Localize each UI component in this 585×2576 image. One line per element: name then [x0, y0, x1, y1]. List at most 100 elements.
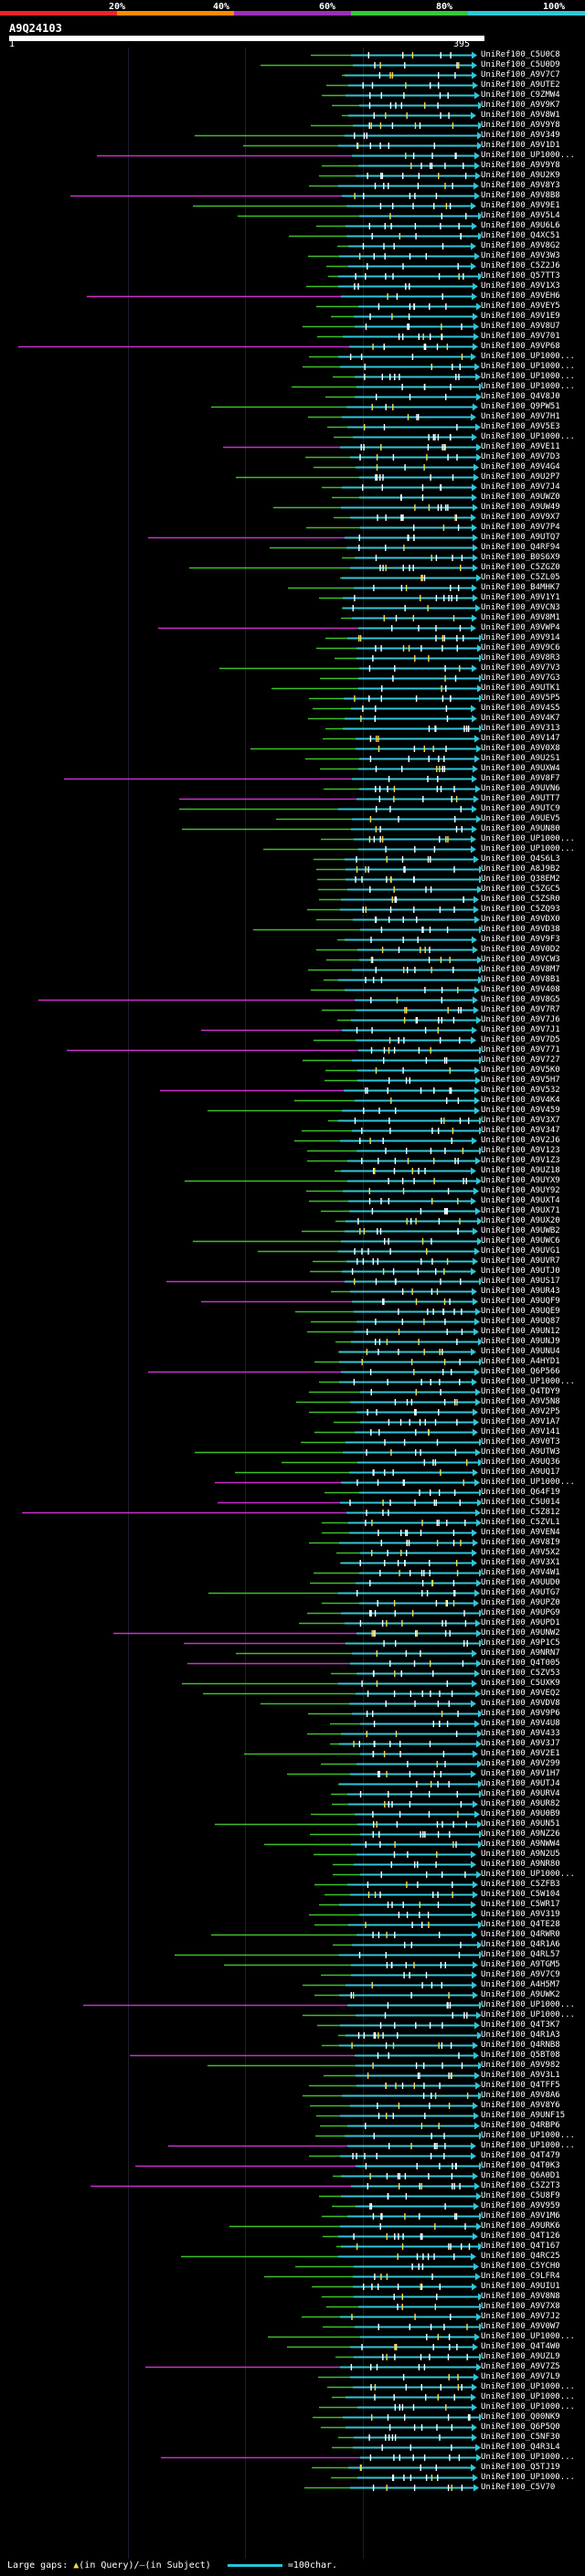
hit-label[interactable]: UniRef100_A9V1D1 — [481, 141, 560, 150]
hit-row[interactable]: UniRef100_UP1000... — [0, 1377, 585, 1387]
hit-row[interactable]: UniRef100_A9UWZ0 — [0, 493, 585, 503]
hit-label[interactable]: UniRef100_C9LFR4 — [481, 2272, 560, 2281]
hit-row[interactable]: UniRef100_A9V1M6 — [0, 2211, 585, 2221]
hit-row[interactable]: UniRef100_A9V7H1 — [0, 412, 585, 422]
hit-row[interactable]: UniRef100_Q5BT08 — [0, 2051, 585, 2061]
hit-label[interactable]: UniRef100_C5W104 — [481, 1890, 560, 1899]
hit-row[interactable]: UniRef100_A9UY92 — [0, 1186, 585, 1196]
hit-row[interactable]: UniRef100_A9V1Z3 — [0, 1156, 585, 1166]
hit-row[interactable]: UniRef100_Q4T479 — [0, 2151, 585, 2161]
hit-label[interactable]: UniRef100_Q4R3L4 — [481, 2443, 560, 2452]
hit-row[interactable]: UniRef100_Q4S6L3 — [0, 854, 585, 864]
hit-label[interactable]: UniRef100_A9V8F7 — [481, 774, 560, 783]
hit-row[interactable]: UniRef100_A9UPZ0 — [0, 1598, 585, 1608]
hit-row[interactable]: UniRef100_A9V8R3 — [0, 653, 585, 663]
hit-label[interactable]: UniRef100_Q38EM2 — [481, 875, 560, 884]
hit-row[interactable]: UniRef100_A9V9P6 — [0, 1709, 585, 1719]
hit-label[interactable]: UniRef100_A9U6L6 — [481, 221, 560, 230]
hit-label[interactable]: UniRef100_A9VEY5 — [481, 302, 560, 311]
hit-row[interactable]: UniRef100_A9VDX0 — [0, 915, 585, 925]
hit-label[interactable]: UniRef100_A9UVN6 — [481, 784, 560, 793]
hit-label[interactable]: UniRef100_A9V2J6 — [481, 1136, 560, 1145]
hit-label[interactable]: UniRef100_A9V0W7 — [481, 2322, 560, 2331]
hit-label[interactable]: UniRef100_Q4RL57 — [481, 1950, 560, 1959]
hit-row[interactable]: UniRef100_A9UTT7 — [0, 794, 585, 804]
hit-row[interactable]: UniRef100_A9V1X3 — [0, 281, 585, 292]
hit-label[interactable]: UniRef100_A9V8I9 — [481, 1538, 560, 1547]
hit-row[interactable]: UniRef100_A9V433 — [0, 1729, 585, 1739]
hit-row[interactable]: UniRef100_A9V7D3 — [0, 452, 585, 462]
hit-row[interactable]: UniRef100_Q38EM2 — [0, 875, 585, 885]
hit-row[interactable]: UniRef100_A9VCN3 — [0, 603, 585, 613]
hit-label[interactable]: UniRef100_A9UEV5 — [481, 814, 560, 823]
hit-row[interactable]: UniRef100_A9NZ26 — [0, 1829, 585, 1839]
hit-row[interactable]: UniRef100_A9V982 — [0, 2061, 585, 2071]
hit-row[interactable]: UniRef100_A9V5N8 — [0, 1397, 585, 1407]
hit-label[interactable]: UniRef100_A9N2U5 — [481, 1850, 560, 1859]
hit-row[interactable]: UniRef100_A9V9Y8 — [0, 161, 585, 171]
hit-label[interactable]: UniRef100_A9V701 — [481, 332, 560, 341]
hit-row[interactable]: UniRef100_A9V3J7 — [0, 1739, 585, 1749]
hit-label[interactable]: UniRef100_A9V1X3 — [481, 281, 560, 291]
hit-row[interactable]: UniRef100_A9UR82 — [0, 1799, 585, 1809]
hit-label[interactable]: UniRef100_Q6P566 — [481, 1367, 560, 1376]
hit-row[interactable]: UniRef100_Q57TT3 — [0, 271, 585, 281]
hit-row[interactable]: UniRef100_A9UPD1 — [0, 1618, 585, 1628]
hit-label[interactable]: UniRef100_B0S6X9 — [481, 553, 560, 562]
hit-row[interactable]: UniRef100_C5ZSR0 — [0, 895, 585, 905]
hit-row[interactable]: UniRef100_A9UVN6 — [0, 784, 585, 794]
hit-label[interactable]: UniRef100_A9V3W3 — [481, 251, 560, 260]
hit-row[interactable]: UniRef100_A4H5M7 — [0, 1980, 585, 1990]
hit-label[interactable]: UniRef100_C5YCH0 — [481, 2262, 560, 2271]
hit-label[interactable]: UniRef100_A9VCW3 — [481, 955, 560, 964]
hit-label[interactable]: UniRef100_Q4T479 — [481, 2151, 560, 2160]
hit-label[interactable]: UniRef100_A9V5E3 — [481, 422, 560, 431]
hit-label[interactable]: UniRef100_A9UQ87 — [481, 1317, 560, 1326]
hit-label[interactable]: UniRef100_UP1000... — [481, 352, 575, 361]
hit-label[interactable]: UniRef100_A9V5L4 — [481, 211, 560, 220]
hit-label[interactable]: UniRef100_A9UN80 — [481, 824, 560, 833]
hit-label[interactable]: UniRef100_A9V408 — [481, 985, 560, 994]
hit-label[interactable]: UniRef100_Q4T4W0 — [481, 2342, 560, 2351]
hit-row[interactable]: UniRef100_Q4XC51 — [0, 231, 585, 241]
hit-row[interactable]: UniRef100_A9UNW2 — [0, 1628, 585, 1638]
hit-label[interactable]: UniRef100_A9V771 — [481, 1045, 560, 1055]
hit-label[interactable]: UniRef100_A9V727 — [481, 1055, 560, 1065]
hit-row[interactable]: UniRef100_Q4RBP6 — [0, 2121, 585, 2131]
hit-row[interactable]: UniRef100_A9V313 — [0, 724, 585, 734]
hit-label[interactable]: UniRef100_A9V7Z5 — [481, 2362, 560, 2371]
hit-row[interactable]: UniRef100_A9VCW3 — [0, 955, 585, 965]
hit-label[interactable]: UniRef100_A9V7J4 — [481, 482, 560, 492]
hit-label[interactable]: UniRef100_A9V8M1 — [481, 613, 560, 622]
hit-label[interactable]: UniRef100_A9UQE9 — [481, 1307, 560, 1316]
hit-label[interactable]: UniRef100_A9V299 — [481, 1759, 560, 1768]
hit-label[interactable]: UniRef100_A9V141 — [481, 1427, 560, 1436]
hit-row[interactable]: UniRef100_A9UNU4 — [0, 1347, 585, 1357]
hit-row[interactable]: UniRef100_A4HYD1 — [0, 1357, 585, 1367]
hit-label[interactable]: UniRef100_A9V9P6 — [481, 1709, 560, 1718]
hit-row[interactable]: UniRef100_A9V7R7 — [0, 1005, 585, 1015]
hit-row[interactable]: UniRef100_Q4TDY9 — [0, 1387, 585, 1397]
hit-label[interactable]: UniRef100_A9UTJ4 — [481, 1779, 560, 1788]
hit-label[interactable]: UniRef100_Q4R1A3 — [481, 2030, 560, 2040]
hit-row[interactable]: UniRef100_A9V3X7 — [0, 1116, 585, 1126]
hit-label[interactable]: UniRef100_Q64F19 — [481, 1488, 560, 1497]
hit-label[interactable]: UniRef100_A9V8M7 — [481, 965, 560, 974]
hit-row[interactable]: UniRef100_A9UYX9 — [0, 1176, 585, 1186]
hit-row[interactable]: UniRef100_C5ZQ93 — [0, 905, 585, 915]
hit-label[interactable]: UniRef100_A9NR80 — [481, 1860, 560, 1869]
hit-label[interactable]: UniRef100_A9U2K9 — [481, 171, 560, 180]
hit-row[interactable]: UniRef100_C5ZVL1 — [0, 1518, 585, 1528]
hit-row[interactable]: UniRef100_A9V123 — [0, 1146, 585, 1156]
hit-label[interactable]: UniRef100_A9V3X7 — [481, 1116, 560, 1125]
hit-label[interactable]: UniRef100_Q4TE28 — [481, 1920, 560, 1929]
hit-row[interactable]: UniRef100_A9P1C5 — [0, 1638, 585, 1648]
hit-row[interactable]: UniRef100_A9URK6 — [0, 2221, 585, 2231]
hit-label[interactable]: UniRef100_B4MHK7 — [481, 583, 560, 592]
hit-row[interactable]: UniRef100_A9VEY5 — [0, 302, 585, 312]
hit-label[interactable]: UniRef100_A9US17 — [481, 1277, 560, 1286]
hit-row[interactable]: UniRef100_Q4TE28 — [0, 1920, 585, 1930]
hit-row[interactable]: UniRef100_UP1000... — [0, 2010, 585, 2020]
hit-row[interactable]: UniRef100_A9V532 — [0, 1086, 585, 1096]
hit-row[interactable]: UniRef100_A9V7C9 — [0, 1970, 585, 1980]
